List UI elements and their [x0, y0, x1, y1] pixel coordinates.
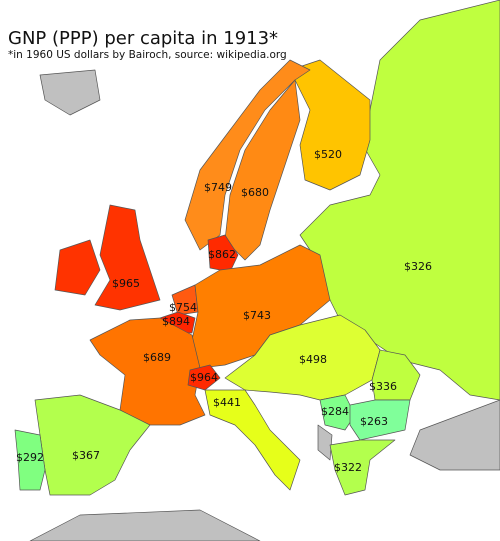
denmark	[207, 234, 239, 273]
bulgaria	[349, 399, 411, 441]
region-label: $326	[404, 260, 432, 273]
greece	[329, 439, 396, 496]
switzerland	[187, 364, 221, 391]
region-label: $749	[204, 181, 232, 194]
region-label: $894	[162, 315, 190, 328]
great-britain	[94, 204, 161, 311]
iceland	[39, 69, 101, 116]
region-label: $965	[112, 277, 140, 290]
africa	[29, 509, 261, 541]
region-label: $754	[169, 301, 197, 314]
region-label: $263	[360, 415, 388, 428]
region-label: $680	[241, 186, 269, 199]
france	[89, 317, 206, 426]
region-label: $336	[369, 380, 397, 393]
region-label: $743	[243, 309, 271, 322]
region-label: $322	[334, 461, 362, 474]
region-label: $862	[208, 248, 236, 261]
region-label: $367	[72, 449, 100, 462]
region-label: $498	[299, 353, 327, 366]
region-label: $284	[321, 405, 349, 418]
sweden	[224, 79, 301, 261]
turkey	[409, 399, 500, 471]
region-label: $441	[213, 396, 241, 409]
region-label: $964	[190, 371, 218, 384]
russia	[299, 0, 500, 401]
region-label: $520	[314, 148, 342, 161]
finland	[289, 59, 371, 191]
austria-hungary	[224, 314, 381, 401]
region-label: $292	[16, 451, 44, 464]
italy	[204, 389, 301, 491]
norway	[184, 59, 311, 251]
map-title: GNP (PPP) per capita in 1913*	[8, 28, 278, 49]
portugal	[14, 429, 46, 491]
albania-montenegro	[317, 424, 333, 461]
region-label: $689	[143, 351, 171, 364]
ireland	[54, 239, 101, 296]
map-subtitle: *in 1960 US dollars by Bairoch, source: …	[8, 49, 287, 61]
